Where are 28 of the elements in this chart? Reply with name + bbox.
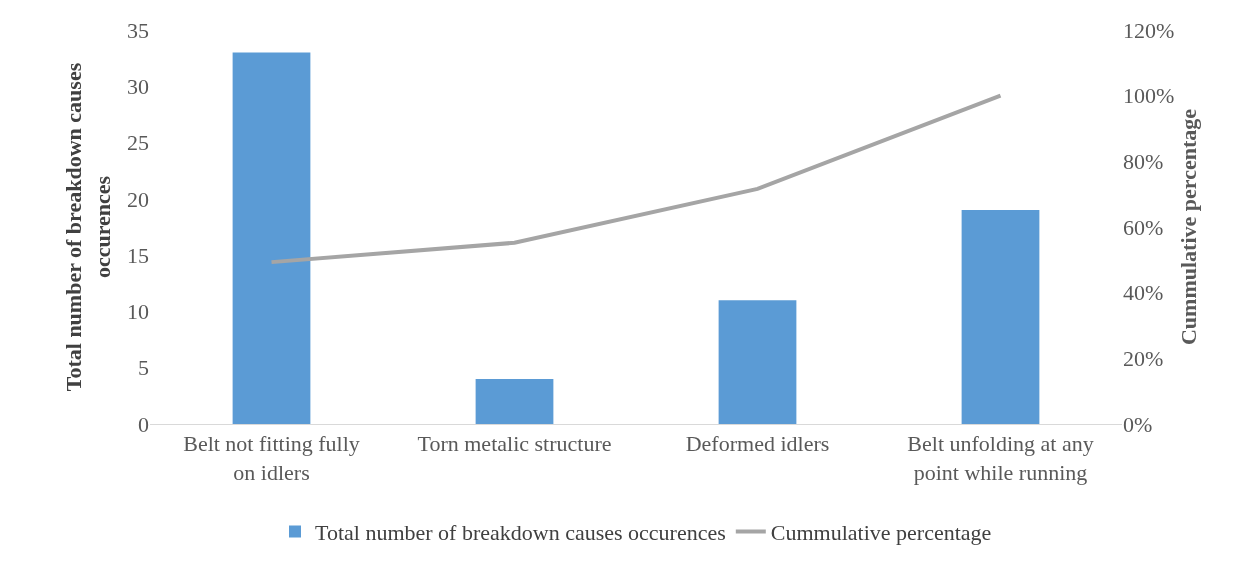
bar	[475, 378, 554, 424]
y2-tick-label: 60%	[1123, 214, 1164, 240]
bar	[961, 210, 1040, 424]
y2-tick-label: 80%	[1123, 149, 1164, 175]
y-tick-label: 35	[127, 17, 149, 43]
x-tick-label: Belt unfolding at any point while running	[907, 431, 1094, 485]
y2-axis-title: Cummulative percentage	[1176, 108, 1202, 346]
x-tick-label: Belt not fitting fully on idlers	[183, 431, 360, 485]
legend-label: Cummulative percentage	[770, 520, 992, 546]
y2-tick-label: 40%	[1123, 280, 1164, 306]
y2-tick-label: 0%	[1123, 411, 1153, 437]
x-tick-label: Torn metalic structure	[417, 431, 612, 457]
y-tick-label: 30	[127, 73, 149, 99]
bar	[232, 52, 311, 424]
x-tick-label: Deformed idlers	[685, 431, 830, 457]
y2-tick-label: 100%	[1123, 83, 1175, 109]
y-tick-label: 0	[138, 411, 149, 437]
bar	[718, 300, 797, 424]
y-tick-label: 10	[127, 299, 149, 325]
y-tick-label: 25	[127, 130, 149, 156]
y-tick-label: 20	[127, 186, 149, 212]
y2-tick-label: 20%	[1123, 346, 1164, 372]
y-tick-label: 15	[127, 242, 149, 268]
legend-label: Total number of breakdown causes occurences	[315, 520, 726, 546]
y-axis-title: Total number of breakdown causes occurences	[61, 62, 115, 392]
y-tick-label: 5	[138, 355, 149, 381]
line-series	[269, 93, 1003, 265]
y2-tick-label: 120%	[1123, 17, 1175, 43]
